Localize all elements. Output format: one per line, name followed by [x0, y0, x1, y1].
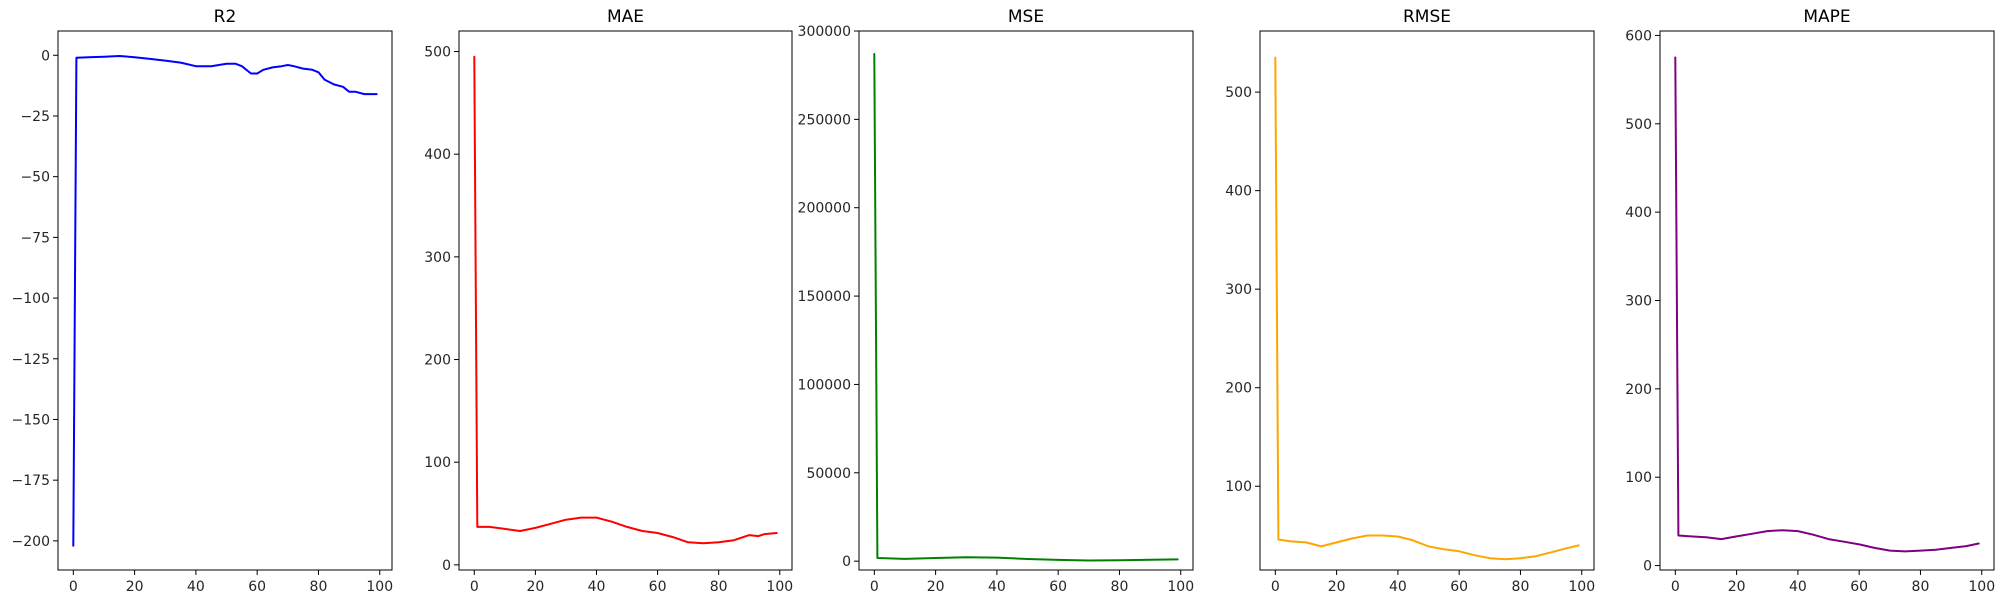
y-tick-label: 100: [1625, 470, 1652, 486]
y-tick-label: 300: [424, 250, 451, 266]
x-tick-label: 0: [1671, 579, 1680, 595]
x-tick-label: 40: [988, 579, 1006, 595]
chart-title-r2: R2: [214, 7, 237, 27]
x-tick-label: 80: [1512, 579, 1530, 595]
y-tick-label: 400: [1225, 184, 1252, 200]
y-tick-label: −175: [12, 473, 50, 489]
axes-frame-mse: [858, 30, 1194, 571]
x-tick-label: 60: [1450, 579, 1468, 595]
y-tick-label: 200: [424, 353, 451, 369]
chart-panel-mae: MAE 0 20 40 60 80 100 0 100 200 300 400 500: [424, 7, 793, 595]
axes-frame-rmse: [1259, 30, 1595, 571]
x-tick-label: 20: [126, 579, 144, 595]
y-tick-label: 100: [424, 455, 451, 471]
chart-title-mse: MSE: [1008, 7, 1044, 27]
x-tick-label: 80: [1912, 579, 1930, 595]
x-tick-label: 20: [526, 579, 544, 595]
y-tick-label: 150000: [798, 289, 851, 305]
x-tick-label: 40: [1789, 579, 1807, 595]
chart-title-mae: MAE: [607, 7, 644, 27]
y-tick-label: 200: [1225, 381, 1252, 397]
y-tick-label: −150: [12, 412, 50, 428]
x-tick-label: 40: [588, 579, 606, 595]
x-tick-label: 0: [870, 579, 879, 595]
x-tick-label: 60: [649, 579, 667, 595]
y-tick-label: 500: [1625, 117, 1652, 133]
chart-title-rmse: RMSE: [1403, 7, 1451, 27]
y-tick-label: −100: [12, 291, 50, 307]
x-tick-label: 40: [1389, 579, 1407, 595]
x-tick-label: 0: [1271, 579, 1280, 595]
series-line-mse: [873, 53, 1179, 562]
series-line-rmse: [1274, 56, 1580, 561]
y-tick-label: 300: [1225, 282, 1252, 298]
axes-frame-mae: [458, 30, 793, 571]
x-tick-label: 60: [248, 579, 266, 595]
y-tick-label: 300000: [798, 24, 851, 40]
y-tick-label: 0: [442, 558, 451, 574]
x-tick-label: 20: [1328, 579, 1346, 595]
y-tick-label: 500: [1225, 85, 1252, 101]
x-tick-label: 60: [1850, 579, 1868, 595]
x-tick-label: 80: [1111, 579, 1129, 595]
chart-panel-r2: R2 0 20 40 60 80 100 0 −25 −50 −75 −100 −125 −150 −175…: [12, 7, 394, 595]
x-tick-label: 100: [1167, 579, 1194, 595]
y-tick-label: 0: [1643, 559, 1652, 575]
y-tick-label: 200000: [798, 201, 851, 217]
y-tick-label: 400: [424, 147, 451, 163]
y-tick-label: 600: [1625, 28, 1652, 44]
y-tick-label: 50000: [806, 466, 851, 482]
x-tick-label: 100: [766, 579, 793, 595]
chart-panel-rmse: RMSE 0 20 40 60 80 100 100 200 300 400 500: [1225, 7, 1595, 595]
y-tick-label: 400: [1625, 205, 1652, 221]
axes-frame-mape: [1659, 30, 1995, 571]
series-line-r2: [72, 55, 378, 547]
y-tick-label: 100: [1225, 479, 1252, 495]
y-tick-label: −75: [20, 230, 50, 246]
x-tick-label: 20: [927, 579, 945, 595]
x-tick-label: 80: [710, 579, 728, 595]
x-tick-label: 0: [470, 579, 479, 595]
chart-panel-mse: MSE 0 20 40 60 80 100 0 50000 100000 150000 200000 2…: [798, 7, 1195, 595]
x-tick-label: 0: [69, 579, 78, 595]
series-line-mape: [1674, 56, 1980, 553]
y-tick-label: −25: [20, 109, 50, 125]
y-tick-label: 0: [41, 48, 50, 64]
x-tick-label: 60: [1049, 579, 1067, 595]
x-tick-label: 100: [1568, 579, 1595, 595]
y-tick-label: 200: [1625, 382, 1652, 398]
x-tick-label: 40: [187, 579, 205, 595]
y-tick-label: −200: [12, 534, 50, 550]
x-tick-label: 100: [1968, 579, 1995, 595]
y-tick-label: 300: [1625, 294, 1652, 310]
x-tick-label: 20: [1728, 579, 1746, 595]
chart-title-mape: MAPE: [1803, 7, 1850, 27]
x-tick-label: 100: [366, 579, 393, 595]
axes-frame-r2: [57, 30, 393, 571]
y-tick-label: 0: [842, 554, 851, 570]
y-tick-label: 100000: [798, 377, 851, 393]
chart-panel-mape: MAPE 0 20 40 60 80 100 0 100 200 300 400 500 600: [1625, 7, 1995, 595]
series-line-mae: [473, 55, 778, 545]
y-tick-label: −125: [12, 352, 50, 368]
y-tick-label: 500: [424, 45, 451, 61]
x-tick-label: 80: [310, 579, 328, 595]
y-tick-label: −50: [20, 170, 50, 186]
y-tick-label: 250000: [798, 112, 851, 128]
